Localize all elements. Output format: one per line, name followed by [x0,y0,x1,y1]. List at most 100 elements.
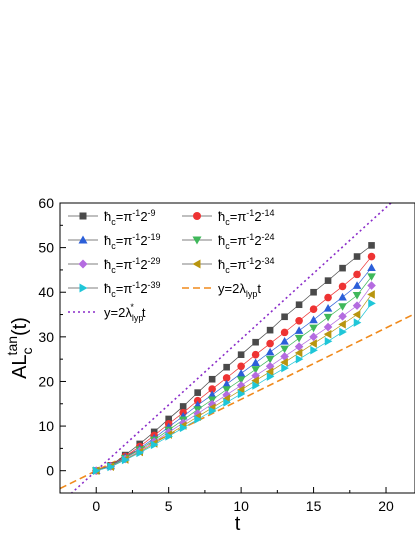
legend-label-part: ħ [104,257,111,272]
x-tick-label: 5 [165,498,173,514]
data-point [280,357,288,367]
data-point [252,338,259,346]
data-point [208,385,216,393]
data-point [367,263,376,271]
legend-swatch-marker [192,259,201,269]
data-point [310,288,317,296]
data-point [338,312,347,321]
data-point [165,415,172,423]
legend-item: y=2λlyp* t [68,302,146,323]
legend-item: ħc=π-12-39 [68,280,161,299]
data-point [194,415,202,424]
data-point [352,292,362,300]
x-tick-label: 20 [378,498,394,514]
legend-label-sub: c [111,217,116,227]
data-point [280,337,289,345]
data-point [339,264,346,272]
legend-label-sup: -1 [132,232,140,242]
y-tick-label: 60 [38,195,54,211]
y-axis-label: ALctan(t) [4,317,35,379]
y-tick-label: 50 [38,240,54,256]
legend-label-sub: c [225,241,230,251]
legend-item: ħc=π-12-9 [68,208,156,227]
data-point [280,328,289,337]
series [92,242,375,474]
y-label-sub: c [19,347,35,354]
data-point [295,354,304,364]
data-point [236,376,246,384]
legend-label-part: ħ [104,281,111,296]
y-tick-label: 10 [38,418,54,434]
data-series [91,242,376,475]
legend-label-sup: -39 [148,280,161,290]
legend-label-part: ħ [218,209,225,224]
data-point [266,326,274,334]
data-point [280,352,289,361]
data-point [222,374,231,382]
legend-swatch-marker [79,283,88,293]
data-point [251,376,259,385]
legend-label-sup: -34 [262,256,275,266]
reference-line [70,203,393,493]
data-point [295,301,303,309]
data-point [353,270,361,279]
legend-label-sup: -19 [148,232,161,242]
data-point [294,342,304,351]
data-point [252,381,260,390]
data-point [352,301,362,310]
legend-label-part: ħ [218,233,225,248]
data-point [353,318,362,327]
y-label-base: AL [9,354,31,378]
data-point [165,432,173,441]
y-label-sup: tan [4,336,20,355]
data-point [265,347,275,356]
legend-item: ħc=π-12-34 [182,256,275,275]
data-point [338,303,347,311]
legend-label-part: =π [116,257,133,272]
data-point [323,313,333,322]
legend-label-sup: -29 [148,256,161,266]
legend-swatch-marker [78,235,88,244]
data-point [309,339,317,348]
data-point [324,337,333,346]
legend-label-part: 2 [254,233,261,248]
data-point [338,282,347,291]
legend-label-part: 2 [140,257,147,272]
data-point [236,369,246,377]
legend-label-part: ħ [104,233,111,248]
data-point [294,334,304,343]
legend-label-sup: -9 [148,208,156,218]
data-point [353,253,361,260]
legend-label: ħc=π-12-14 [218,208,275,227]
legend-label-sup: -1 [132,256,140,266]
data-point [222,379,231,388]
data-point [323,303,333,312]
legend-label-part: =π [230,257,247,272]
legend-label-sup: -1 [246,232,254,242]
data-point [281,313,288,321]
x-tick-label: 0 [92,498,100,514]
data-point [222,386,231,394]
data-point [309,324,318,333]
legend-label-sup: -1 [246,208,254,218]
data-point [310,345,318,355]
data-point [107,462,116,472]
axis-ticks: 0 5 10 15 20 0 10 20 30 40 50 60 [38,195,394,514]
data-point [208,375,216,383]
data-point [121,455,130,465]
series [91,273,376,475]
data-point [367,273,376,281]
data-point [266,372,275,381]
legend-label-sup: -24 [262,232,275,242]
data-point [150,440,159,450]
legend-label: ħc=π-12-24 [218,232,275,251]
legend-label-part: 2 [254,209,261,224]
data-point [266,339,274,348]
data-point [193,409,202,418]
legend-label-sup: -1 [132,280,140,290]
x-axis-label: t [235,513,241,535]
legend-label-part: 2 [254,257,261,272]
data-point [236,385,245,395]
legend-swatch-marker [79,212,87,220]
